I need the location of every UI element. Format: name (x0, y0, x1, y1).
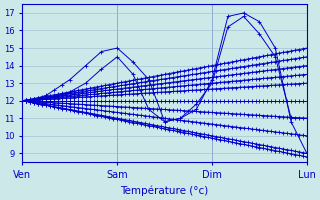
X-axis label: Température (°c): Température (°c) (121, 185, 209, 196)
